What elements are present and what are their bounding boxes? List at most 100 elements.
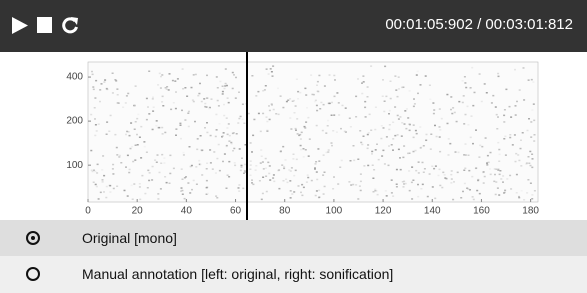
spectrogram-cell [101, 83, 103, 85]
spectrogram-cell [193, 180, 195, 182]
spectrogram-cell [332, 188, 334, 190]
spectrogram-cell [183, 152, 185, 154]
play-button[interactable] [12, 17, 28, 34]
spectrogram-cell [413, 137, 415, 139]
spectrogram-cell [232, 88, 234, 90]
spectrogram-cell [184, 198, 186, 200]
spectrogram-cell [324, 186, 326, 188]
spectrogram-cell [434, 198, 436, 200]
spectrogram-cell [471, 67, 473, 69]
spectrogram-cell [394, 106, 396, 108]
spectrogram-cell [342, 105, 344, 107]
spectrogram-cell [446, 94, 448, 96]
spectrogram-cell [504, 190, 506, 192]
spectrogram-cell [206, 187, 208, 189]
spectrogram-cell [422, 184, 424, 186]
reload-button[interactable] [62, 17, 78, 34]
spectrogram-cell [92, 171, 94, 173]
spectrogram-cell [514, 69, 516, 71]
spectrogram-cell [430, 148, 432, 150]
spectrogram-cell [92, 74, 94, 76]
spectrogram-cell [503, 121, 505, 123]
spectrogram-cell [334, 96, 336, 98]
spectrogram-cell [415, 130, 417, 132]
spectrogram-cell [367, 144, 369, 146]
spectrogram-cell [201, 101, 203, 103]
spectrogram-cell [262, 161, 264, 163]
spectrogram-cell [377, 194, 379, 196]
spectrogram-cell [475, 167, 477, 169]
spectrogram-cell [266, 130, 268, 132]
spectrogram-cell [159, 172, 161, 174]
spectrogram-cell [502, 175, 504, 177]
spectrogram-cell [404, 110, 406, 112]
spectrogram-cell [350, 184, 352, 186]
spectrogram-cell [158, 127, 160, 128]
spectrogram-cell [291, 193, 293, 195]
spectrogram-cell [315, 161, 317, 163]
spectrogram-cell [530, 121, 532, 123]
spectrogram-cell [479, 73, 481, 75]
spectrogram-cell [448, 138, 450, 140]
spectrogram-cell [317, 81, 319, 83]
spectrogram-cell [329, 74, 331, 76]
spectrogram-cell [255, 95, 257, 97]
spectrogram-cell [289, 117, 291, 119]
spectrogram-cell [196, 149, 198, 151]
spectrogram-cell [151, 179, 153, 181]
spectrogram-cell [453, 181, 455, 183]
spectrogram-cell [439, 126, 441, 128]
spectrogram-cell [462, 102, 464, 104]
spectrogram-cell [348, 181, 350, 183]
spectrogram-cell [175, 135, 177, 137]
spectrogram-cell [380, 138, 382, 140]
spectrogram-cell [269, 165, 271, 167]
spectrogram-cell [106, 89, 108, 91]
spectrogram-cell [316, 171, 318, 173]
spectrogram-cell [285, 159, 287, 161]
radio-button[interactable] [26, 231, 40, 245]
spectrogram-cell [515, 161, 517, 163]
spectrogram-cell [268, 73, 270, 75]
spectrogram-cell [465, 114, 467, 116]
spectrogram-cell [355, 184, 357, 186]
spectrogram-cell [241, 166, 243, 168]
spectrogram-cell [303, 156, 305, 158]
spectrogram-cell [360, 173, 362, 175]
spectrogram-cell [94, 107, 96, 109]
spectrogram-cell [126, 131, 128, 133]
spectrogram-cell [415, 170, 417, 172]
spectrogram-cell [139, 183, 141, 185]
spectrogram-cell [498, 161, 500, 163]
spectrogram-cell [328, 149, 330, 151]
spectrogram-cell [318, 197, 320, 199]
spectrogram-cell [357, 78, 359, 80]
x-tick-label: 20 [132, 206, 144, 217]
spectrogram-cell [148, 113, 150, 115]
radio-button[interactable] [26, 267, 40, 281]
spectrogram-cell [228, 161, 230, 163]
spectrogram-cell [127, 195, 129, 197]
spectrogram-cell [305, 94, 307, 96]
spectrogram-cell [251, 151, 253, 153]
spectrogram-cell [206, 122, 208, 124]
spectrogram-cell [133, 183, 135, 185]
spectrogram-cell [318, 160, 320, 162]
spectrogram-cell [464, 168, 466, 170]
spectrogram-cell [213, 151, 215, 153]
stop-button[interactable] [37, 17, 52, 33]
spectrogram-cell [388, 145, 390, 147]
spectrogram-cell [164, 132, 166, 134]
spectrogram-cell [497, 116, 499, 118]
spectrogram-cell [135, 121, 137, 123]
spectrogram-cell [465, 143, 467, 145]
spectrogram-cell [518, 197, 520, 199]
spectrogram-cell [373, 191, 375, 193]
spectrogram-cell [181, 110, 183, 112]
spectrogram-cell [182, 179, 184, 181]
spectrogram-cell [293, 191, 295, 193]
spectrogram-cell [439, 169, 441, 171]
spectrogram-cell [99, 89, 101, 91]
spectrogram-cell [368, 132, 370, 134]
spectrogram-cell [403, 145, 405, 147]
